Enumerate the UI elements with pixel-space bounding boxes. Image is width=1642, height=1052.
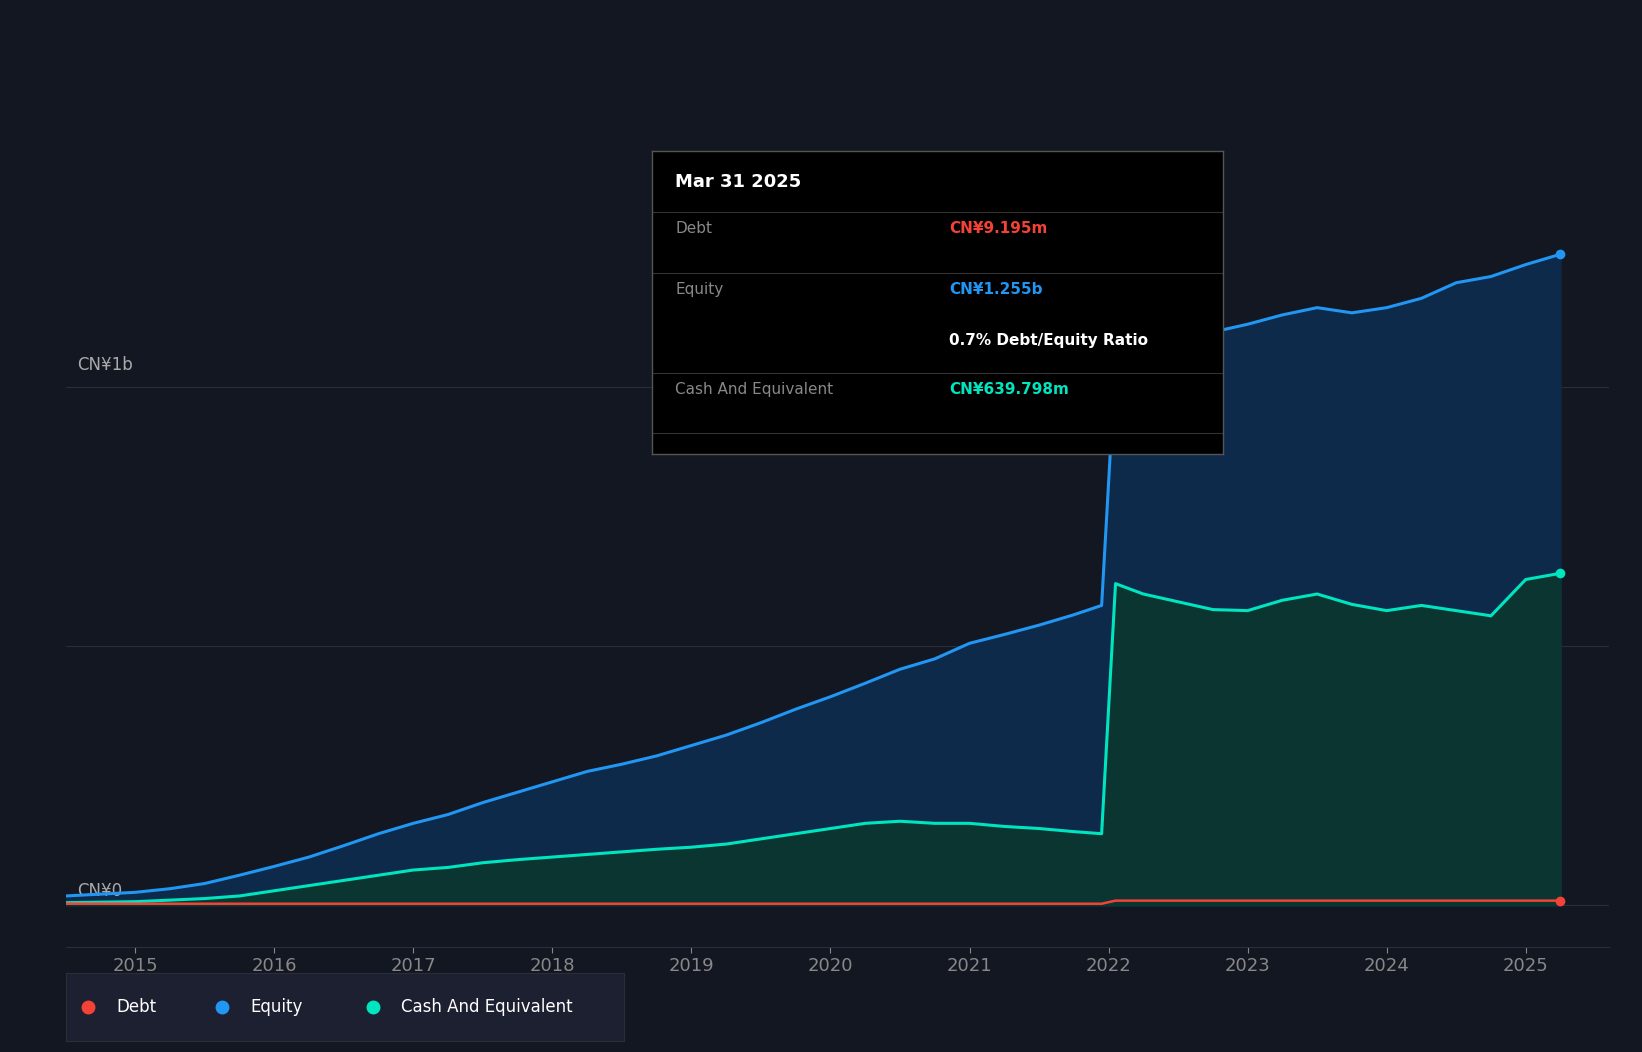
Text: Mar 31 2025: Mar 31 2025 [675, 173, 801, 190]
Text: CN¥0: CN¥0 [77, 883, 122, 901]
Text: Debt: Debt [675, 221, 713, 236]
Text: Equity: Equity [250, 998, 302, 1016]
Text: Cash And Equivalent: Cash And Equivalent [675, 382, 832, 397]
Text: CN¥1.255b: CN¥1.255b [949, 282, 1043, 297]
Text: Cash And Equivalent: Cash And Equivalent [401, 998, 573, 1016]
Text: Equity: Equity [675, 282, 722, 297]
Text: CN¥1b: CN¥1b [77, 356, 133, 373]
Text: 0.7% Debt/Equity Ratio: 0.7% Debt/Equity Ratio [949, 333, 1148, 348]
Text: Debt: Debt [117, 998, 156, 1016]
Text: CN¥9.195m: CN¥9.195m [949, 221, 1048, 236]
Text: CN¥639.798m: CN¥639.798m [949, 382, 1069, 397]
